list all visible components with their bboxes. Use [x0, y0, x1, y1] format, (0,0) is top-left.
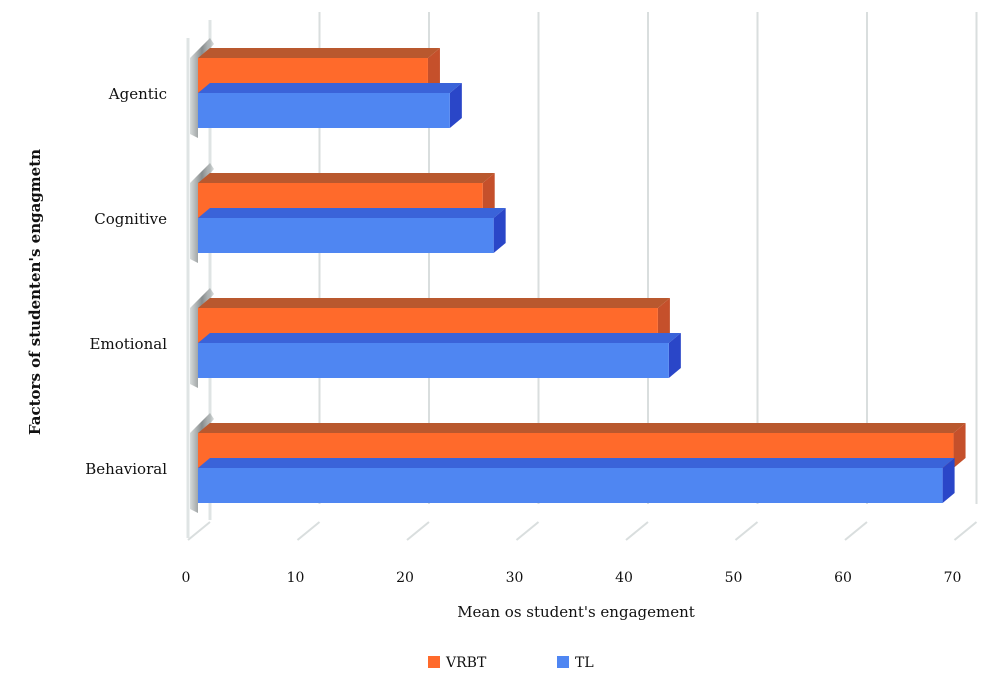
bar-top-face	[198, 48, 440, 58]
y-axis-title: Factors of studenten's engagmetn	[26, 149, 44, 435]
bar-top-face	[198, 298, 670, 308]
legend-swatch-tl	[557, 656, 569, 668]
floor-gridline	[625, 521, 649, 541]
floor-gridline	[187, 521, 211, 541]
x-tick-label: 40	[615, 570, 633, 586]
bar-tl	[198, 343, 669, 378]
bar-top-face	[198, 458, 955, 468]
bars	[198, 48, 966, 503]
x-tick-label: 20	[396, 570, 414, 586]
floor-gridline	[734, 521, 759, 541]
x-tick-label: 70	[944, 570, 962, 586]
floor-gridline	[953, 521, 978, 541]
legend-label: VRBT	[445, 655, 487, 671]
bar-side-face	[942, 458, 955, 503]
bar-side-face	[657, 298, 670, 343]
bar-top-face	[198, 423, 966, 433]
bar-side-face	[427, 48, 440, 93]
bar-top-face	[198, 173, 495, 183]
category-label: Agentic	[108, 85, 167, 103]
legend-swatch-vrbt	[428, 656, 440, 668]
bar-side-face	[493, 208, 506, 253]
bar-tl	[198, 468, 943, 503]
x-tick-label: 0	[182, 570, 191, 586]
bar-top-face	[198, 333, 681, 343]
bar-side-face	[668, 333, 681, 378]
bar-top-face	[198, 83, 462, 93]
floor-gridline	[844, 521, 868, 541]
bar-side-face	[953, 423, 966, 468]
bar-tl	[198, 218, 494, 253]
floor-gridline	[515, 521, 540, 541]
bar-side-face	[449, 83, 462, 128]
legend: VRBT TL	[428, 655, 594, 671]
category-labels: Agentic Cognitive Emotional Behavioral	[85, 85, 167, 478]
bar-tl	[198, 93, 450, 128]
floor-gridline	[406, 521, 430, 541]
category-label: Cognitive	[94, 210, 167, 228]
category-label: Emotional	[90, 335, 168, 353]
x-tick-label: 10	[287, 570, 305, 586]
x-tick-label: 30	[506, 570, 524, 586]
legend-label: TL	[575, 655, 594, 671]
x-tick-label: 50	[725, 570, 743, 586]
bar-side-face	[482, 173, 495, 218]
x-tick-labels: 0 10 20 30 40 50 60 70	[182, 570, 962, 586]
bar-top-face	[198, 208, 506, 218]
category-label: Behavioral	[85, 460, 167, 478]
x-tick-label: 60	[834, 570, 852, 586]
floor-gridline	[296, 521, 321, 541]
x-axis-title: Mean os student's engagement	[457, 603, 695, 621]
